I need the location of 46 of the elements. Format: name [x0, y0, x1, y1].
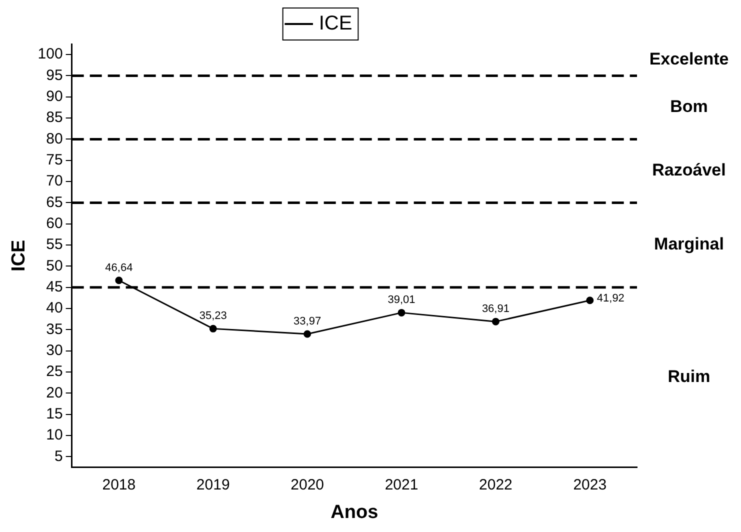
- y-tick-label: 45: [46, 278, 63, 296]
- point: [209, 324, 217, 332]
- y-tick-label: 35: [46, 320, 63, 338]
- y-tick-label: 85: [46, 109, 63, 126]
- y-tick-label: 65: [46, 194, 63, 211]
- text: Bom: [670, 97, 708, 116]
- data-label: 39,01: [388, 294, 416, 306]
- y-tick-label: 75: [46, 152, 63, 169]
- x-tick-label: 2021: [384, 476, 418, 494]
- point: [586, 296, 594, 304]
- data-label: 33,97: [294, 316, 322, 328]
- text: Ruim: [668, 366, 710, 386]
- point: [398, 308, 406, 316]
- y-tick-label: 100: [38, 46, 63, 63]
- x-tick-label: 2023: [573, 476, 607, 494]
- x-axis-title: Anos: [330, 502, 378, 523]
- text: Razoável: [652, 160, 726, 180]
- text: Excelente: [649, 50, 729, 69]
- text: Marginal: [654, 234, 724, 254]
- y-tick-label: 50: [46, 257, 63, 274]
- x-tick-label: 2018: [102, 476, 136, 494]
- y-axis-title: ICE: [8, 240, 30, 272]
- y-tick-label: 80: [46, 130, 63, 148]
- y-tick-label: 40: [46, 300, 63, 317]
- y-tick-label: 20: [46, 384, 63, 402]
- y-tick-label: 10: [46, 426, 63, 444]
- data-label: 46,64: [105, 262, 133, 274]
- x-tick-label: 2022: [479, 476, 512, 494]
- data-label: 36,91: [482, 303, 510, 316]
- y-tick-label: 15: [46, 405, 63, 422]
- y-tick-label: 70: [46, 172, 63, 190]
- point: [492, 318, 500, 326]
- y-tick-label: 5: [54, 448, 63, 465]
- x-tick-label: 2020: [290, 476, 324, 494]
- point: [115, 276, 123, 284]
- data-label: 35,23: [199, 310, 227, 322]
- y-tick-label: 90: [46, 88, 63, 106]
- y-tick-label: 25: [46, 363, 63, 380]
- x-tick-label: 2019: [196, 476, 230, 494]
- legend-label: ICE: [318, 12, 352, 35]
- y-tick-label: 95: [46, 66, 63, 84]
- y-tick-label: 55: [46, 236, 63, 254]
- y-tick-label: 60: [46, 215, 63, 232]
- data-label: 41,92: [596, 292, 624, 304]
- y-tick-label: 30: [46, 342, 63, 359]
- point: [304, 330, 312, 338]
